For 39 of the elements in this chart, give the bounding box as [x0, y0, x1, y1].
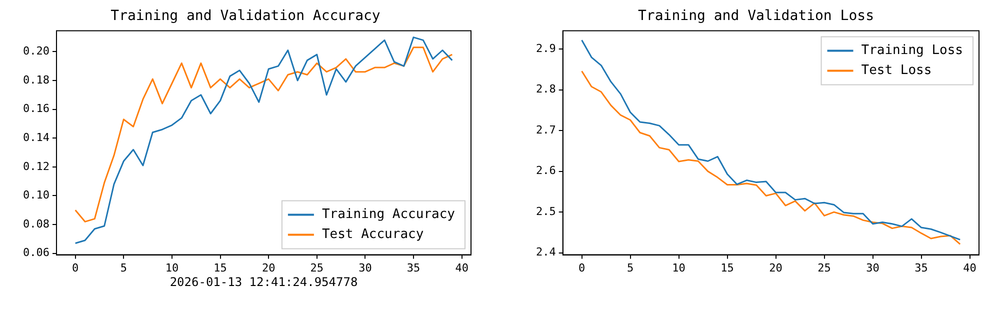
chart-title: Training and Validation Accuracy: [110, 8, 380, 24]
y-tick-label: 0.16: [22, 102, 50, 116]
y-tick-label: 2.9: [536, 42, 556, 55]
y-tick-label: 0.06: [22, 246, 50, 260]
x-tick-label: 0: [578, 261, 586, 274]
x-tick-label: 25: [310, 261, 324, 274]
x-tick-label: 35: [914, 261, 928, 274]
y-tick-label: 0.18: [22, 73, 50, 86]
x-tick-label: 10: [165, 261, 179, 274]
y-tick-label: 2.7: [536, 123, 556, 136]
x-tick-label: 25: [818, 261, 831, 274]
x-tick-label: 10: [672, 261, 686, 274]
x-tick-label: 0: [72, 261, 79, 274]
y-tick-label: 2.4: [536, 246, 556, 259]
x-tick-label: 40: [963, 261, 976, 274]
y-tick-label: 2.8: [536, 82, 556, 96]
legend-label: Test Loss: [861, 63, 932, 78]
chart-title: Training and Validation Loss: [638, 8, 874, 24]
x-tick-label: 20: [262, 261, 276, 274]
legend-label: Training Loss: [861, 43, 964, 58]
y-tick-label: 0.10: [22, 188, 50, 202]
legend-label: Test Accuracy: [322, 227, 424, 242]
text: 2026-01-13 12:41:24.954778: [170, 274, 358, 289]
x-tick-label: 30: [358, 261, 372, 274]
y-tick-label: 0.08: [22, 217, 50, 230]
x-tick-label: 20: [769, 261, 782, 274]
y-tick-label: 2.5: [536, 204, 556, 218]
y-tick-label: 2.6: [536, 164, 556, 178]
x-tick-label: 35: [406, 261, 420, 274]
x-tick-label: 15: [214, 261, 227, 274]
y-tick-label: 0.20: [22, 44, 50, 58]
x-tick-label: 5: [626, 261, 634, 274]
x-tick-label: 30: [866, 261, 880, 274]
x-tick-label: 5: [120, 261, 127, 274]
x-tick-label: 40: [455, 261, 468, 274]
y-tick-label: 0.14: [22, 130, 50, 144]
y-tick-label: 0.12: [22, 160, 50, 173]
x-tick-label: 15: [720, 261, 734, 274]
legend-label: Training Accuracy: [322, 207, 456, 222]
